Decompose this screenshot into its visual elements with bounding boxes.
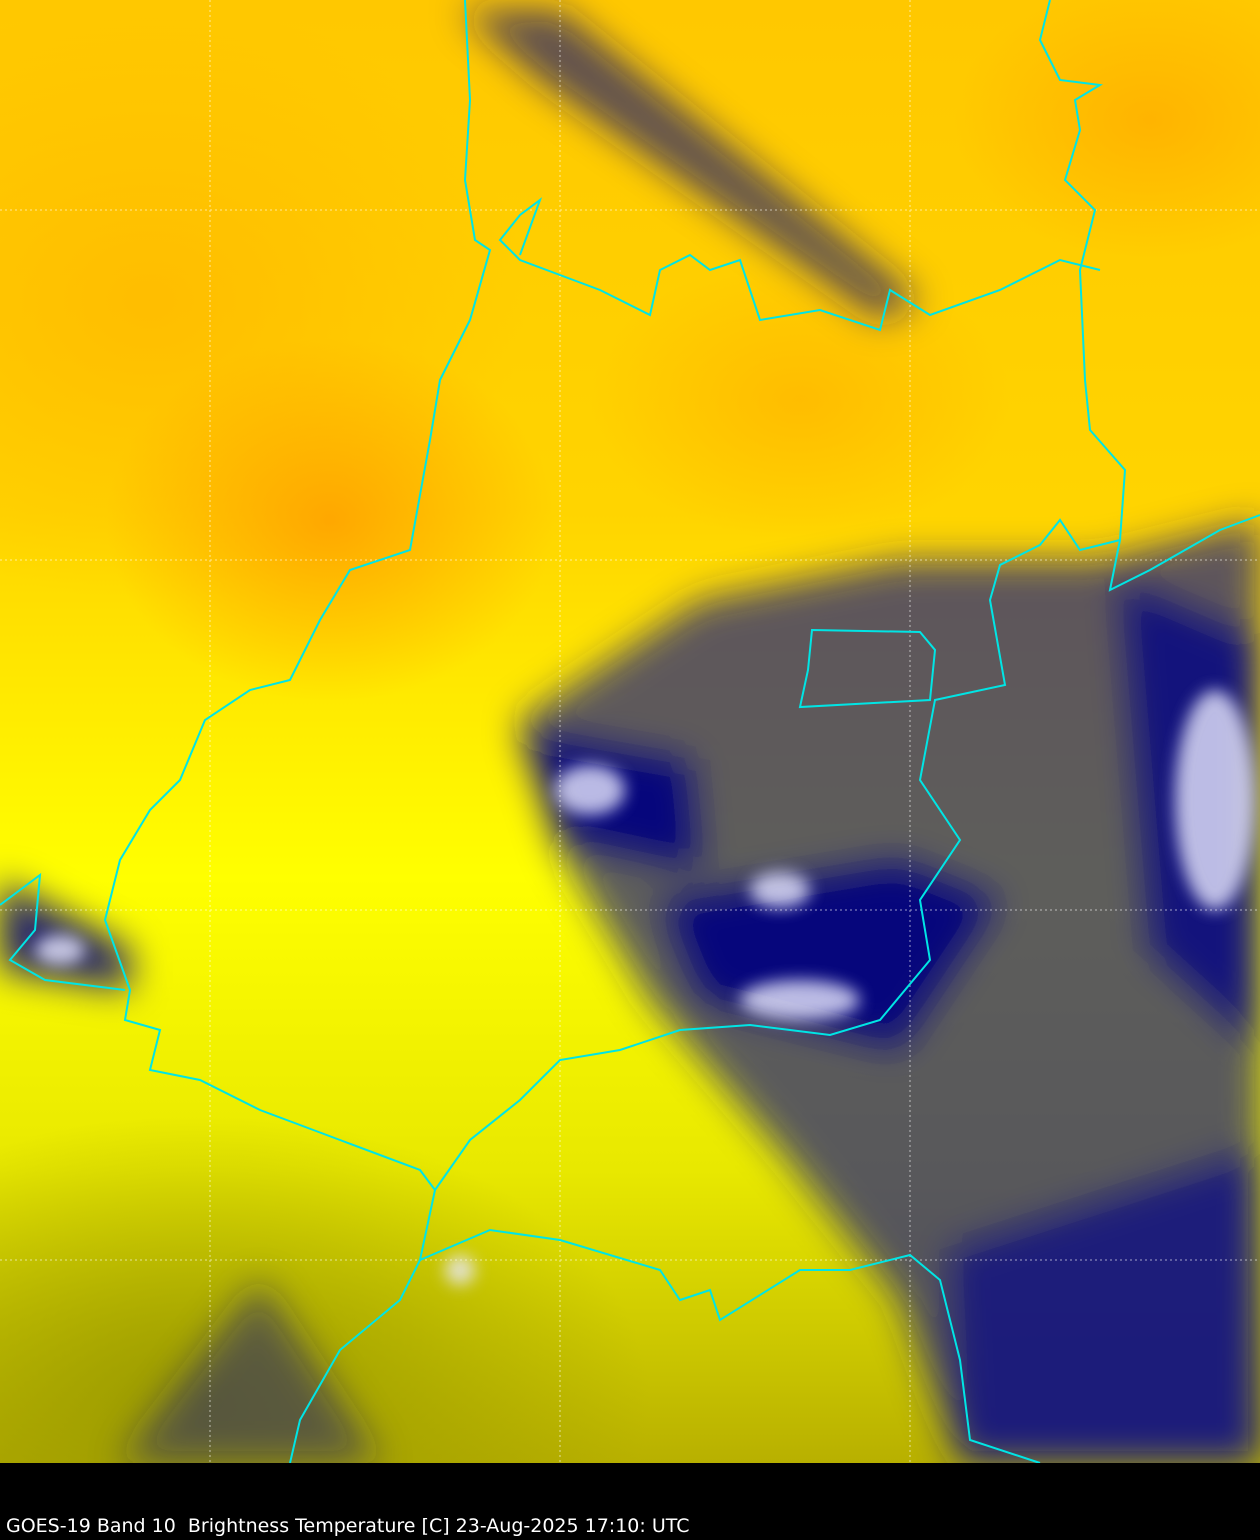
cold-cloud-regions [0,10,1260,1463]
lat-lon-grid [0,0,1260,1463]
political-borders [0,0,1260,1463]
coldest-cloud-tops [35,690,1255,1285]
image-caption: GOES-19 Band 10 Brightness Temperature [… [6,1515,690,1537]
map-overlay [0,0,1260,1463]
brightness-temperature-map [0,0,1260,1463]
